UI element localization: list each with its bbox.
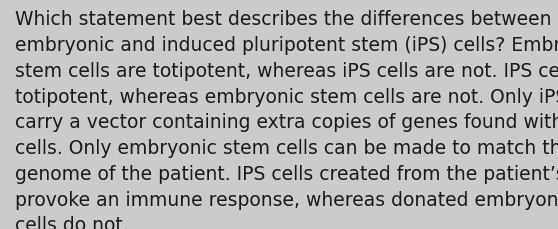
Text: stem cells are totipotent, whereas iPS cells are not. IPS cells are: stem cells are totipotent, whereas iPS c… (15, 62, 558, 81)
Text: provoke an immune response, whereas donated embryonic stem: provoke an immune response, whereas dona… (15, 190, 558, 209)
Text: carry a vector containing extra copies of genes found within the: carry a vector containing extra copies o… (15, 113, 558, 132)
Text: Which statement best describes the differences between: Which statement best describes the diffe… (15, 10, 551, 29)
Text: genome of the patient. IPS cells created from the patient’s cells: genome of the patient. IPS cells created… (15, 164, 558, 183)
Text: cells. Only embryonic stem cells can be made to match the: cells. Only embryonic stem cells can be … (15, 139, 558, 158)
Text: totipotent, whereas embryonic stem cells are not. Only iPS cells: totipotent, whereas embryonic stem cells… (15, 87, 558, 106)
Text: cells do not.: cells do not. (15, 215, 129, 229)
Text: embryonic and induced pluripotent stem (iPS) cells? Embryonic: embryonic and induced pluripotent stem (… (15, 36, 558, 55)
